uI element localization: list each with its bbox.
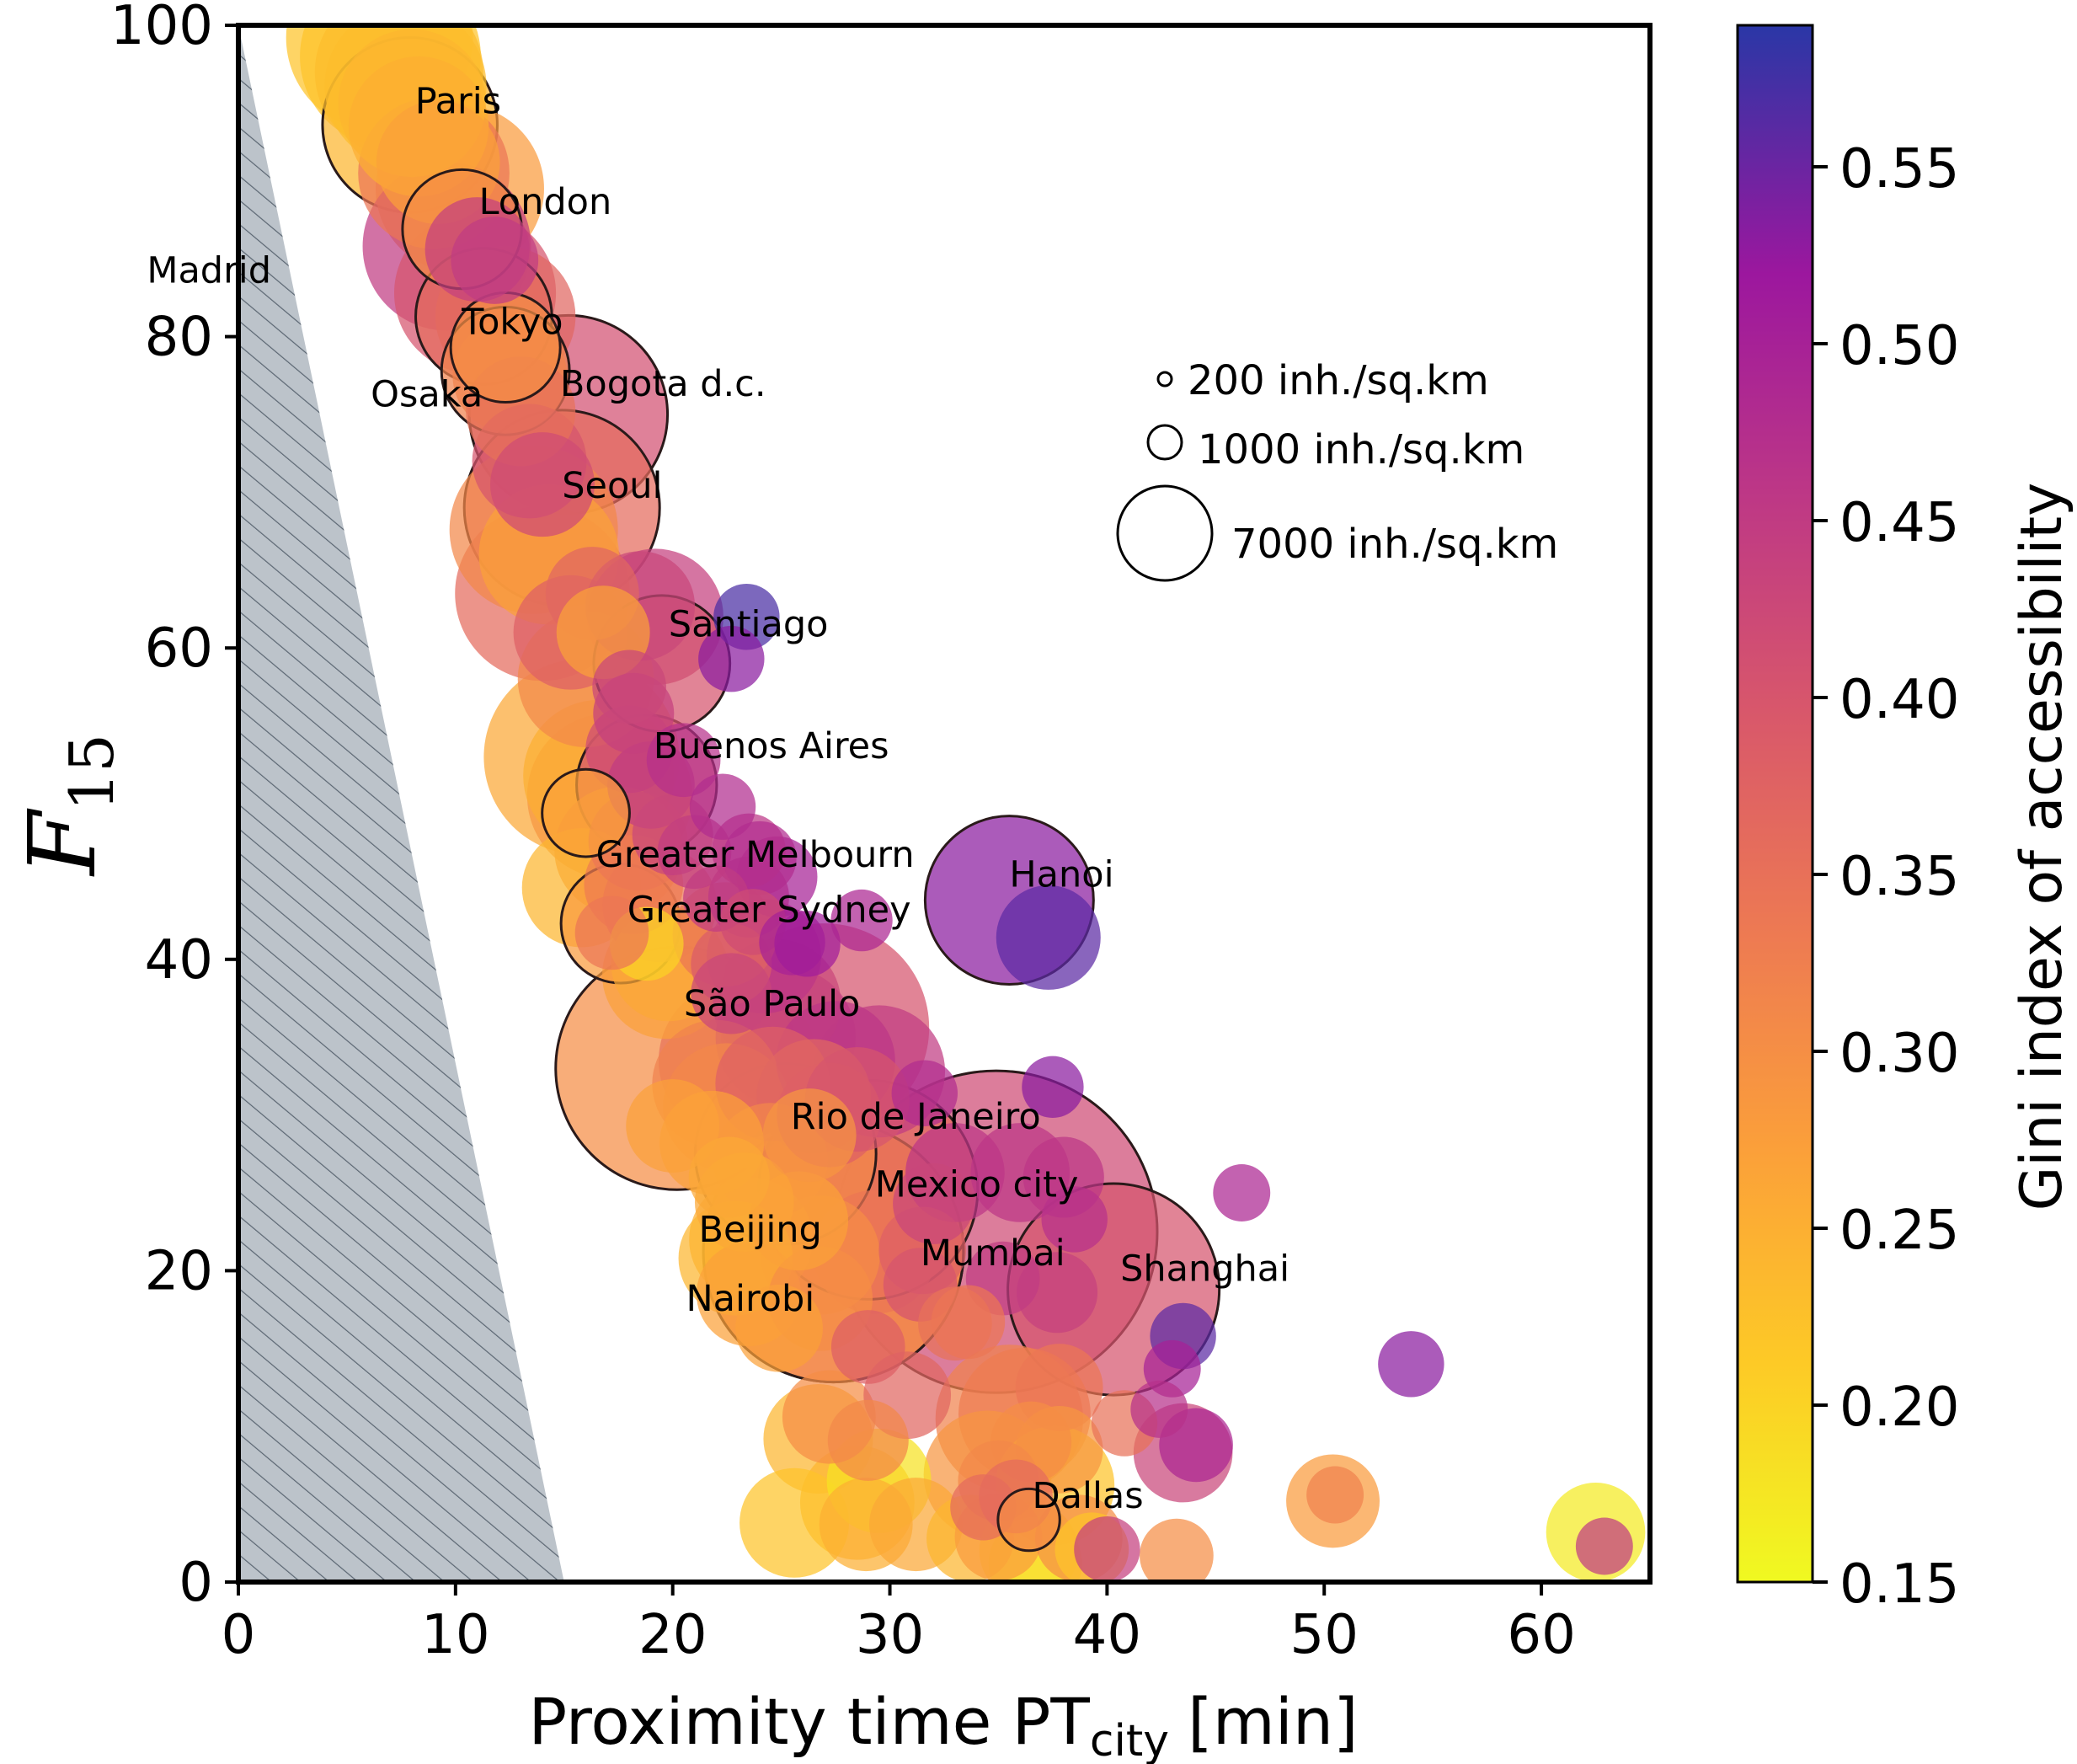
city-label: São Paulo [684,983,860,1025]
city-point [830,889,893,952]
city-point [739,1467,850,1578]
city-point [931,1285,1006,1360]
city-label: London [479,181,612,223]
city-point [1378,1331,1444,1398]
city-point [735,1284,823,1372]
points-layer [286,25,1646,1582]
x-axis-ticks: 0 10 20 30 40 50 60 [222,1582,1576,1666]
city-point [1022,1056,1084,1119]
city-label: Greater Sydney [627,889,911,931]
x-tick-label: 10 [421,1604,489,1666]
city-point [626,1079,720,1173]
colorbar-ticks: 0.15 0.20 0.25 0.30 0.35 0.40 0.45 0.50 0.55 [1813,138,1960,1616]
city-point [688,1136,770,1218]
y-axis-label: F15 [8,734,127,877]
city-point [1575,1517,1633,1575]
city-point [592,649,666,724]
x-axis-label: Proximity time PTcity [min] [528,1684,1358,1764]
size-legend-label: 1000 inh./sq.km [1198,426,1524,473]
colorbar-tick-label: 0.35 [1839,846,1960,908]
x-tick-label: 20 [638,1604,707,1666]
city-point [1140,1518,1214,1582]
size-legend-label: 200 inh./sq.km [1188,357,1489,404]
size-legend-label: 7000 inh./sq.km [1231,521,1558,568]
city-label: Greater Melbourn [596,834,915,876]
city-label: Mumbai [921,1232,1065,1275]
plot-frame [236,23,1653,1585]
city-point [996,885,1101,990]
city-label: Hanoi [1009,854,1113,896]
city-label: Osaka [371,373,483,415]
city-label: Santiago [669,604,829,646]
city-label: Nairobi [686,1278,814,1320]
city-point [830,1310,905,1384]
city-point [722,821,797,895]
city-point [749,1171,849,1271]
size-legend-circle [1146,424,1183,461]
city-point [1213,1164,1271,1221]
city-point [891,1060,958,1126]
colorbar-tick-label: 0.45 [1839,492,1960,554]
city-point [762,1088,857,1183]
city-label: Mexico city [875,1163,1079,1205]
city-point [1306,1466,1364,1524]
city-point [774,911,841,977]
city-label: Madrid [147,250,271,292]
city-point [574,895,649,970]
city-point-greater-melbourn [541,767,631,858]
city-label: Seoul [562,465,662,507]
y-tick-label: 80 [145,307,213,369]
city-point [691,953,772,1034]
size-legend-circle [1116,484,1214,582]
size-legend-circle [1156,371,1173,388]
city-label: Tokyo [461,302,563,344]
city-point [489,432,595,537]
colorbar-tick-label: 0.55 [1839,138,1960,200]
city-label: Rio de Janeiro [791,1096,1041,1138]
city-point [1074,1515,1140,1582]
city-label: Dallas [1033,1475,1144,1517]
city-label: Beijing [698,1209,821,1251]
colorbar-label: Gini index of accessibility [2009,483,2075,1211]
y-tick-label: 40 [145,929,213,992]
city-point [827,1399,909,1481]
city-label: Buenos Aires [654,725,889,767]
city-label: Shanghai [1120,1248,1289,1291]
city-point [689,773,756,840]
shaded-region [238,25,564,1582]
colorbar-tick-label: 0.20 [1839,1376,1960,1439]
city-label: Bogota d.c. [560,363,766,405]
colorbar-tick-label: 0.25 [1839,1200,1960,1262]
city-point-dallas [996,1487,1061,1553]
y-tick-label: 100 [110,0,213,57]
x-tick-label: 50 [1290,1604,1359,1666]
colorbar-tick-label: 0.50 [1839,315,1960,377]
city-point [893,1163,974,1244]
city-point [1041,1186,1108,1253]
city-labels: Paris London Madrid Tokyo Osaka Bogota d.c. Se… [147,80,1289,1517]
city-label: Paris [415,80,501,122]
colorbar-tick-label: 0.40 [1839,669,1960,731]
y-tick-label: 0 [179,1552,213,1614]
colorbar-tick-label: 0.15 [1839,1553,1960,1616]
y-axis-ticks: 0 20 40 60 80 100 [110,0,238,1614]
colorbar [1736,24,1814,1584]
city-point [451,216,539,304]
y-tick-label: 20 [145,1240,213,1302]
colorbar-tick-label: 0.30 [1839,1023,1960,1085]
y-tick-label: 60 [145,617,213,680]
x-tick-label: 30 [856,1604,924,1666]
size-legend: 200 inh./sq.km 1000 inh./sq.km 7000 inh./s… [1116,357,1558,582]
x-tick-label: 40 [1073,1604,1141,1666]
x-tick-label: 60 [1507,1604,1575,1666]
city-point [698,625,765,692]
x-tick-label: 0 [222,1604,256,1666]
city-point [1130,1380,1188,1438]
city-point [646,723,721,798]
